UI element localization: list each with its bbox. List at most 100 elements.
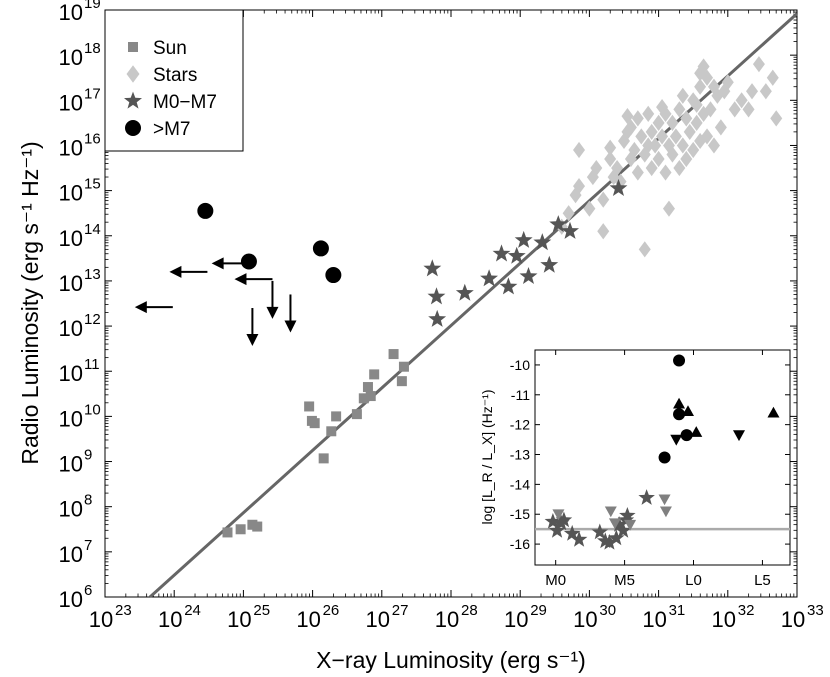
upper-limit-arrow <box>266 280 279 319</box>
inset-triangle-up-point <box>673 397 686 409</box>
x-tick-exponent: 26 <box>323 602 340 619</box>
inset-star-point <box>614 522 632 538</box>
diamond-point <box>721 74 734 91</box>
diamond-point <box>656 128 669 145</box>
diamond-point <box>573 178 586 195</box>
y-tick-label: 10 <box>59 406 83 431</box>
y-tick-exponent: 9 <box>84 447 92 464</box>
y-tick-exponent: 17 <box>84 85 101 102</box>
x-tick-label: 10 <box>227 607 251 632</box>
inset-star-point <box>570 530 588 547</box>
y-tick-exponent: 6 <box>84 582 92 599</box>
star-point <box>514 230 533 248</box>
diamond-point <box>573 141 586 159</box>
upper-limit-arrow <box>234 273 273 286</box>
star-point <box>480 269 498 287</box>
x-tick-label: 10 <box>573 607 597 632</box>
square-point <box>304 401 315 412</box>
diamond-point <box>694 78 707 95</box>
series-sun <box>222 349 409 538</box>
inset-triangle-down-point <box>552 509 565 521</box>
inset-y-tick-label: -12 <box>510 417 530 433</box>
x-tick-exponent: 31 <box>669 602 686 619</box>
diamond-point <box>645 123 658 141</box>
square-point <box>351 409 362 420</box>
diamond-point <box>746 83 759 100</box>
y-tick-exponent: 19 <box>84 0 101 12</box>
y-tick-exponent: 7 <box>84 537 92 554</box>
diamond-point <box>604 150 617 168</box>
circle-point <box>325 267 342 284</box>
inset-x-tick-label: M0 <box>545 572 566 589</box>
x-tick-exponent: 28 <box>461 602 478 619</box>
legend: Sun Stars M0−M7 >M7 <box>104 9 244 152</box>
y-tick-label: 10 <box>59 361 83 386</box>
legend-marker-square <box>128 42 138 52</box>
arrow-head-down <box>246 334 259 347</box>
inset-star-point <box>563 524 581 541</box>
inset-circle-point <box>680 429 693 442</box>
inset-triangle-down-point <box>624 519 637 531</box>
x-tick-label: 10 <box>781 607 805 632</box>
x-tick-label: 10 <box>158 607 182 632</box>
diamond-point <box>597 191 610 208</box>
star-point <box>492 244 511 262</box>
diamond-point <box>742 101 755 118</box>
inset-triangle-up-point <box>682 405 694 417</box>
x-tick-exponent: 23 <box>115 602 132 619</box>
diamond-point <box>652 114 665 131</box>
inset-series--m7-limits-up <box>673 397 780 437</box>
diamond-point <box>621 108 634 125</box>
inset-series--m7-limits-down <box>670 430 745 446</box>
inset-star-point <box>608 529 625 546</box>
diamond-point <box>676 137 689 154</box>
star-point <box>428 309 447 327</box>
x-tick-label: 10 <box>296 607 320 632</box>
diamond-point <box>597 223 610 240</box>
diamond-point <box>687 92 700 109</box>
y-tick-exponent: 15 <box>84 176 101 193</box>
star-point <box>455 283 474 301</box>
y-tick-exponent: 13 <box>84 266 101 283</box>
star-point <box>549 215 568 233</box>
inset-triangle-down-point <box>733 430 745 442</box>
square-point <box>362 382 373 393</box>
arrow-head-left <box>211 257 224 270</box>
inset-chart: M0 M5 L0 L5 -10 -11 -12 -13 -14 -15 -16 log [L_R / … <box>479 349 791 589</box>
inset-x-tick-label: M5 <box>614 572 635 589</box>
y-tick-label: 10 <box>59 452 83 477</box>
x-axis-label: X−ray Luminosity (erg s⁻¹) <box>316 647 586 673</box>
diamond-point <box>628 141 641 159</box>
square-point <box>396 376 407 387</box>
inset-star-point <box>601 533 618 550</box>
y-tick-label: 10 <box>59 497 83 522</box>
star-point <box>609 178 628 196</box>
inset-star-point <box>610 516 628 532</box>
diamond-point <box>645 159 658 177</box>
x-tick-label: 10 <box>366 607 390 632</box>
y-tick-label: 10 <box>59 271 83 296</box>
inset-triangle-down-point <box>604 506 617 518</box>
y-tick-label: 10 <box>59 0 83 25</box>
inset-star-point <box>619 507 636 523</box>
inset-triangle-up-point <box>767 406 780 418</box>
x-tick-label: 10 <box>642 607 666 632</box>
square-point <box>326 426 337 437</box>
diamond-point <box>687 141 700 159</box>
diamond-point <box>759 83 772 100</box>
y-tick-exponent: 18 <box>84 40 101 57</box>
inset-y-tick-label: -14 <box>510 476 530 492</box>
square-point <box>309 418 320 429</box>
inset-triangle-down-point <box>658 494 671 506</box>
y-tick-exponent: 16 <box>84 130 101 147</box>
inset-circle-point <box>673 408 686 421</box>
square-point <box>388 349 399 360</box>
relation-line <box>148 12 799 599</box>
arrow-head-down <box>284 320 297 333</box>
y-tick-exponent: 8 <box>84 492 92 509</box>
diamond-point <box>735 92 748 109</box>
diamond-point <box>562 205 575 222</box>
legend-label: Sun <box>153 38 187 59</box>
inset-y-tick-label: -11 <box>511 387 530 403</box>
